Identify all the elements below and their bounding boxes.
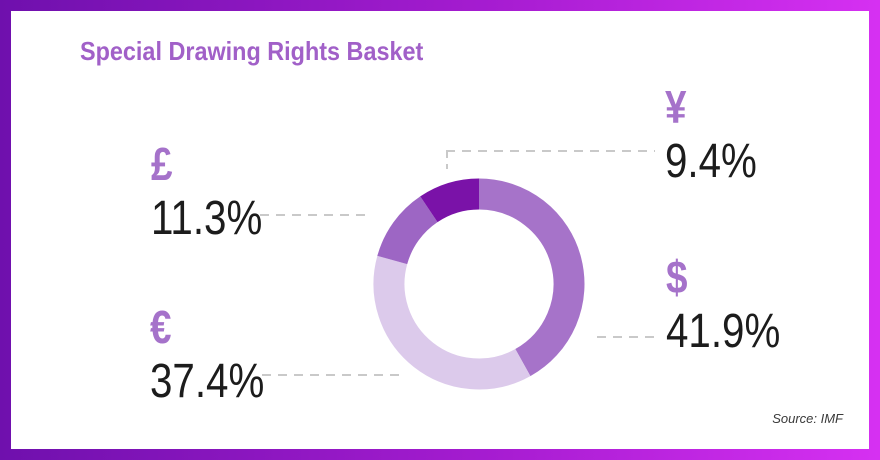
donut-chart — [373, 178, 585, 390]
donut-segment-usd — [478, 178, 585, 377]
jpy-percent: 9.4% — [665, 135, 757, 188]
usd-percent: 41.9% — [666, 305, 781, 358]
eur-percent: 37.4% — [150, 355, 265, 408]
donut-segment-jpy — [420, 178, 480, 223]
eur-symbol: € — [150, 301, 172, 353]
connector-gbp — [260, 214, 372, 216]
gbp-symbol: £ — [151, 138, 173, 190]
usd-symbol: $ — [666, 251, 688, 303]
donut-segment-gbp — [377, 196, 438, 265]
callout-gbp: £ 11.3% — [151, 141, 284, 243]
connector-jpy-horizontal — [446, 150, 655, 152]
callout-jpy: ¥ 9.4% — [665, 84, 774, 186]
page-title-text: Special Drawing Rights Basket — [80, 36, 424, 66]
gbp-percent: 11.3% — [151, 192, 263, 245]
connector-jpy-vertical — [446, 150, 448, 169]
jpy-symbol: ¥ — [665, 81, 687, 133]
callout-eur: € 37.4% — [150, 304, 286, 406]
donut-segment-eur — [373, 255, 531, 390]
page-title: Special Drawing Rights Basket — [80, 36, 461, 67]
connector-eur — [262, 374, 405, 376]
source-credit: Source: IMF — [772, 411, 843, 426]
connector-usd — [597, 336, 655, 338]
callout-usd: $ 41.9% — [666, 254, 802, 356]
